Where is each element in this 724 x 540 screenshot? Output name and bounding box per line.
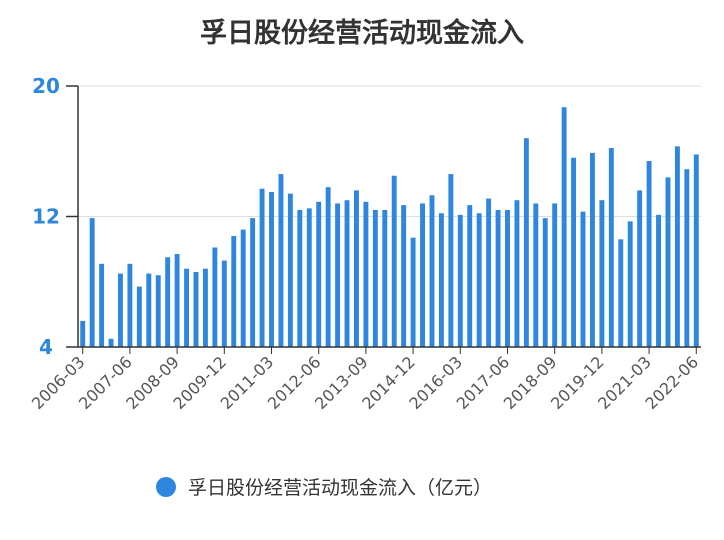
bar bbox=[561, 107, 567, 347]
bar bbox=[420, 203, 425, 347]
bar bbox=[202, 268, 208, 347]
bar bbox=[174, 254, 180, 347]
bar bbox=[372, 209, 378, 347]
bar bbox=[155, 275, 161, 347]
bar bbox=[250, 218, 256, 347]
bar bbox=[552, 203, 558, 347]
bars-layer bbox=[80, 107, 699, 347]
bar bbox=[363, 201, 369, 347]
bar bbox=[448, 174, 454, 347]
bar bbox=[316, 201, 322, 347]
bar bbox=[429, 195, 435, 347]
bar bbox=[344, 200, 350, 347]
bar bbox=[136, 286, 142, 347]
bar bbox=[665, 177, 671, 347]
bar bbox=[580, 211, 586, 347]
bar bbox=[476, 213, 482, 347]
bar bbox=[646, 161, 652, 347]
y-tick-label: 12 bbox=[32, 205, 60, 229]
bar bbox=[533, 203, 539, 347]
bar bbox=[693, 154, 699, 347]
bar bbox=[523, 138, 529, 347]
bar bbox=[599, 200, 605, 347]
bar bbox=[627, 221, 633, 347]
bar bbox=[467, 205, 473, 347]
bar bbox=[335, 203, 341, 347]
bar bbox=[287, 193, 293, 347]
legend-marker bbox=[156, 477, 176, 497]
bar bbox=[382, 209, 388, 347]
bar bbox=[212, 247, 218, 347]
bar bbox=[684, 169, 690, 347]
bar bbox=[354, 190, 359, 347]
bar bbox=[505, 209, 510, 347]
bar bbox=[193, 271, 199, 347]
bar bbox=[656, 214, 661, 347]
bar bbox=[99, 263, 105, 347]
bar bbox=[118, 273, 123, 347]
bar bbox=[401, 205, 407, 347]
bar bbox=[589, 152, 595, 347]
bar bbox=[108, 338, 114, 347]
bar bbox=[259, 188, 265, 347]
bar bbox=[391, 175, 397, 347]
legend-label: 孚日股份经营活动现金流入（亿元） bbox=[188, 477, 492, 499]
bar bbox=[306, 208, 312, 347]
bar bbox=[184, 268, 190, 347]
bar bbox=[221, 260, 227, 347]
bar bbox=[486, 198, 492, 347]
y-tick-label: 20 bbox=[32, 74, 60, 98]
bar bbox=[637, 190, 643, 347]
bar bbox=[269, 192, 274, 347]
bar bbox=[608, 147, 614, 347]
bar bbox=[231, 236, 237, 347]
y-tick-label: 4 bbox=[39, 335, 53, 359]
bar bbox=[297, 209, 303, 347]
bar bbox=[457, 214, 463, 347]
bar bbox=[674, 146, 680, 347]
bar bbox=[165, 257, 171, 347]
bar bbox=[240, 229, 246, 347]
legend: 孚日股份经营活动现金流入（亿元） bbox=[156, 477, 492, 499]
bar bbox=[542, 218, 548, 347]
bar bbox=[325, 187, 331, 347]
bar bbox=[514, 200, 520, 347]
bar bbox=[438, 213, 444, 347]
bar bbox=[89, 218, 95, 347]
bar bbox=[410, 237, 416, 347]
chart-title: 孚日股份经营活动现金流入 bbox=[200, 17, 524, 49]
bar bbox=[127, 263, 133, 347]
bar bbox=[80, 320, 86, 347]
bar bbox=[278, 174, 284, 347]
bar bbox=[618, 239, 624, 347]
grid-layer bbox=[78, 85, 701, 348]
bar bbox=[571, 157, 577, 347]
bar bbox=[146, 273, 152, 347]
bar bbox=[495, 209, 501, 347]
